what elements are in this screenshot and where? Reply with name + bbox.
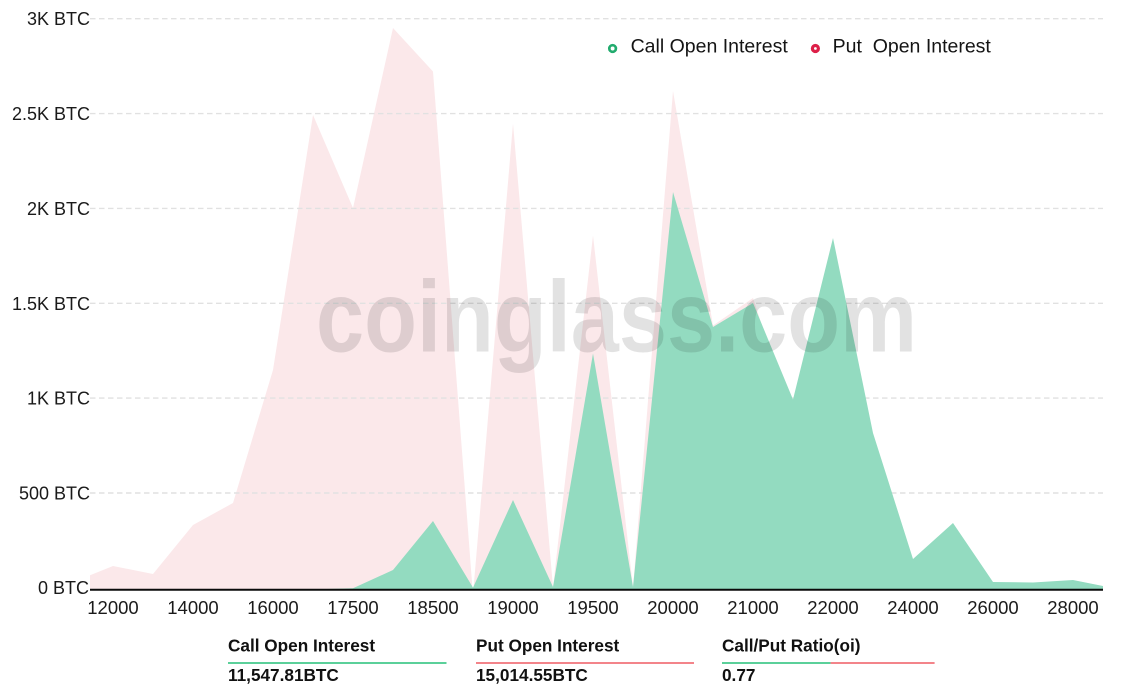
svg-text:21000: 21000 — [727, 597, 778, 618]
svg-text:12000: 12000 — [87, 597, 138, 618]
svg-text:Call Open Interest: Call Open Interest — [228, 636, 375, 656]
svg-text:coinglass.com: coinglass.com — [316, 262, 917, 374]
svg-text:0 BTC: 0 BTC — [38, 578, 89, 598]
svg-text:14000: 14000 — [167, 597, 218, 618]
svg-text:Call/Put Ratio(oi): Call/Put Ratio(oi) — [722, 636, 860, 656]
svg-text:11,547.81BTC: 11,547.81BTC — [228, 665, 339, 685]
svg-text:3K BTC: 3K BTC — [27, 9, 90, 29]
svg-text:18500: 18500 — [407, 597, 458, 618]
svg-text:24000: 24000 — [887, 597, 938, 618]
svg-text:1.5K BTC: 1.5K BTC — [12, 294, 90, 314]
svg-text:19000: 19000 — [487, 597, 538, 618]
svg-text:1K BTC: 1K BTC — [27, 389, 90, 409]
svg-text:26000: 26000 — [967, 597, 1018, 618]
svg-text:Put Open Interest: Put Open Interest — [833, 36, 992, 58]
svg-text:Put Open Interest: Put Open Interest — [476, 636, 620, 656]
svg-text:Call Open Interest: Call Open Interest — [631, 36, 789, 58]
svg-text:17500: 17500 — [327, 597, 378, 618]
svg-text:2K BTC: 2K BTC — [27, 199, 90, 219]
svg-text:15,014.55BTC: 15,014.55BTC — [476, 665, 588, 685]
svg-text:19500: 19500 — [567, 597, 618, 618]
svg-text:2.5K BTC: 2.5K BTC — [12, 104, 90, 124]
svg-text:16000: 16000 — [247, 597, 298, 618]
svg-text:22000: 22000 — [807, 597, 858, 618]
svg-text:500 BTC: 500 BTC — [19, 484, 90, 504]
svg-text:20000: 20000 — [647, 597, 698, 618]
svg-text:0.77: 0.77 — [722, 665, 755, 685]
svg-text:28000: 28000 — [1047, 597, 1098, 618]
